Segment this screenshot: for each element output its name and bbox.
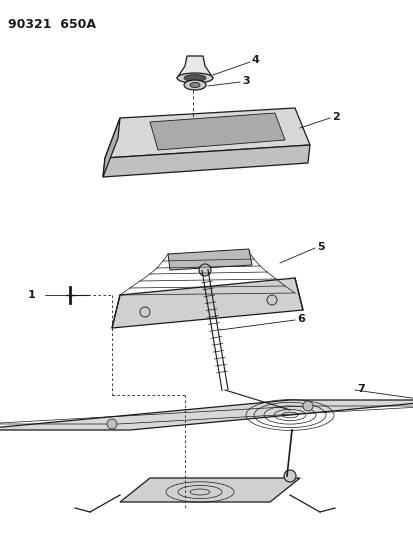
Circle shape [302, 401, 312, 411]
Text: 90321  650A: 90321 650A [8, 18, 96, 31]
Polygon shape [150, 113, 284, 150]
Ellipse shape [183, 80, 206, 90]
Ellipse shape [183, 75, 206, 82]
Ellipse shape [190, 83, 199, 87]
Polygon shape [105, 108, 309, 158]
Text: 4: 4 [252, 55, 259, 65]
Text: 1: 1 [28, 290, 36, 300]
Circle shape [140, 307, 150, 317]
Polygon shape [120, 478, 299, 502]
Polygon shape [103, 145, 309, 177]
Polygon shape [0, 400, 413, 430]
Polygon shape [177, 56, 212, 78]
Text: 7: 7 [356, 384, 364, 394]
Text: 5: 5 [316, 242, 324, 252]
Circle shape [283, 470, 295, 482]
Text: 2: 2 [331, 112, 339, 122]
Polygon shape [168, 249, 252, 270]
Text: 6: 6 [296, 314, 304, 324]
Circle shape [199, 264, 211, 276]
Ellipse shape [177, 73, 212, 83]
Polygon shape [103, 118, 120, 177]
Text: 3: 3 [242, 76, 249, 86]
Polygon shape [112, 278, 302, 328]
Circle shape [107, 419, 117, 429]
Circle shape [266, 295, 276, 305]
